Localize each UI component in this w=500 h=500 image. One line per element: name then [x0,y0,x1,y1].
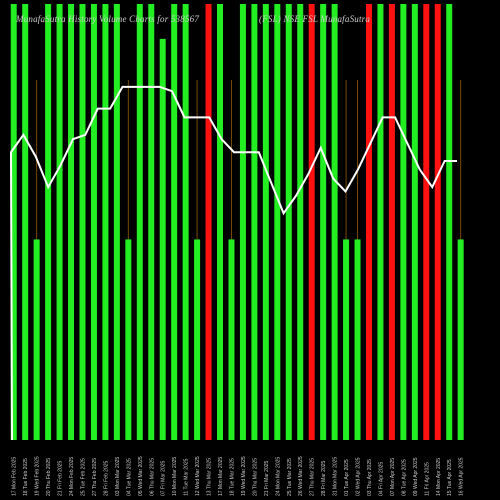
volume-bar [10,4,17,440]
x-tick-label: 21 Fri Feb 2025 [58,460,64,496]
x-tick-label: 28 Fri Mar 2025 [321,460,327,496]
volume-bar [136,4,143,440]
x-tick-label: 07 Mon Apr 2025 [390,458,396,496]
volume-bar [411,4,418,440]
volume-bar [354,239,361,440]
x-tick-label: 02 Wed Apr 2025 [356,457,362,496]
x-tick-label: 17 Mon Feb 2025 [12,457,18,496]
volume-bar [434,4,441,440]
x-tick-label: 04 Tue Mar 2025 [126,458,132,496]
chart-title-left: MunafaSutra History Volume Charts for 53… [16,14,200,24]
x-tick-label: 18 Tue Mar 2025 [229,458,235,496]
x-tick-label: 18 Tue Feb 2025 [23,458,29,496]
volume-bar [251,4,258,440]
volume-bar [22,4,29,440]
x-tick-label: 20 Thu Feb 2025 [46,458,52,496]
x-tick-label: 19 Wed Feb 2025 [35,456,41,496]
volume-bar [457,239,464,440]
volume-bar [308,4,315,440]
x-tick-label: 11 Fri Apr 2025 [424,462,430,496]
volume-bar [365,4,372,440]
x-tick-label: 04 Fri Apr 2025 [378,462,384,496]
x-tick-label: 05 Wed Mar 2025 [138,456,144,496]
volume-bar [159,38,166,440]
bars-layer [10,4,464,440]
volume-bar [171,4,178,440]
x-tick-label: 16 Wed Apr 2025 [459,457,465,496]
x-tick-label: 17 Mon Mar 2025 [218,457,224,496]
volume-bar [148,4,155,440]
volume-bar [79,4,86,440]
volume-bar [262,4,269,440]
x-tick-label: 11 Tue Mar 2025 [184,458,190,496]
x-tick-label: 01 Tue Apr 2025 [344,459,350,496]
x-tick-label: 21 Fri Mar 2025 [264,460,270,496]
volume-bar [217,4,224,440]
x-tick-label: 27 Thu Mar 2025 [310,458,316,496]
volume-bar [377,4,384,440]
x-tick-label: 08 Tue Apr 2025 [401,459,407,496]
x-tick-label: 13 Thu Mar 2025 [207,458,213,496]
volume-bar [33,239,40,440]
volume-bar [182,4,189,440]
x-tick-label: 03 Thu Apr 2025 [367,459,373,496]
x-tick-label: 15 Tue Apr 2025 [447,459,453,496]
volume-bar [400,4,407,440]
x-tick-label: 14 Mon Apr 2025 [436,458,442,496]
x-tick-label: 26 Wed Mar 2025 [298,456,304,496]
x-tick-label: 31 Mon Mar 2025 [333,457,339,496]
x-tick-label: 20 Thu Mar 2025 [252,458,258,496]
x-tick-label: 25 Tue Feb 2025 [80,458,86,496]
volume-bar [102,4,109,440]
price-line-layer [9,85,458,441]
x-tick-label: 19 Wed Mar 2025 [241,456,247,496]
volume-bar [205,4,212,440]
volume-bar [446,4,453,440]
volume-bar [343,239,350,440]
x-tick-label: 09 Wed Apr 2025 [413,457,419,496]
x-tick-label: 07 Fri Mar 2025 [161,460,167,496]
x-tick-label: 03 Mon Mar 2025 [115,457,121,496]
volume-bar [423,4,430,440]
volume-bar [331,4,338,440]
x-tick-label: 24 Mon Feb 2025 [69,457,75,496]
x-tick-label: 28 Fri Feb 2025 [103,460,109,496]
volume-bar [90,4,97,440]
volume-bar [388,4,395,440]
x-tick-label: 25 Tue Mar 2025 [287,458,293,496]
volume-bar [56,4,63,440]
x-tick-labels: 17 Mon Feb 2025 18 Tue Feb 2025 19 Wed Feb… [12,456,465,496]
volume-bar [68,4,75,440]
volume-bar [228,239,235,440]
volume-bar [274,4,281,440]
price-line [9,85,458,441]
x-tick-label: 27 Thu Feb 2025 [92,458,98,496]
volume-bar [113,4,120,440]
x-tick-label: 24 Mon Mar 2025 [275,457,281,496]
x-tick-label: 10 Mon Mar 2025 [172,457,178,496]
volume-bar [285,4,292,440]
x-tick-label: 12 Wed Mar 2025 [195,456,201,496]
x-tick-label: 06 Thu Mar 2025 [149,458,155,496]
volume-bar [45,4,52,440]
volume-bar [297,4,304,440]
volume-bar [320,4,327,440]
volume-bar [125,239,132,440]
volume-bar [194,239,201,440]
chart-title-right: (FSL) NSE FSL MunafaSutra [259,14,371,24]
volume-bar [239,4,246,440]
